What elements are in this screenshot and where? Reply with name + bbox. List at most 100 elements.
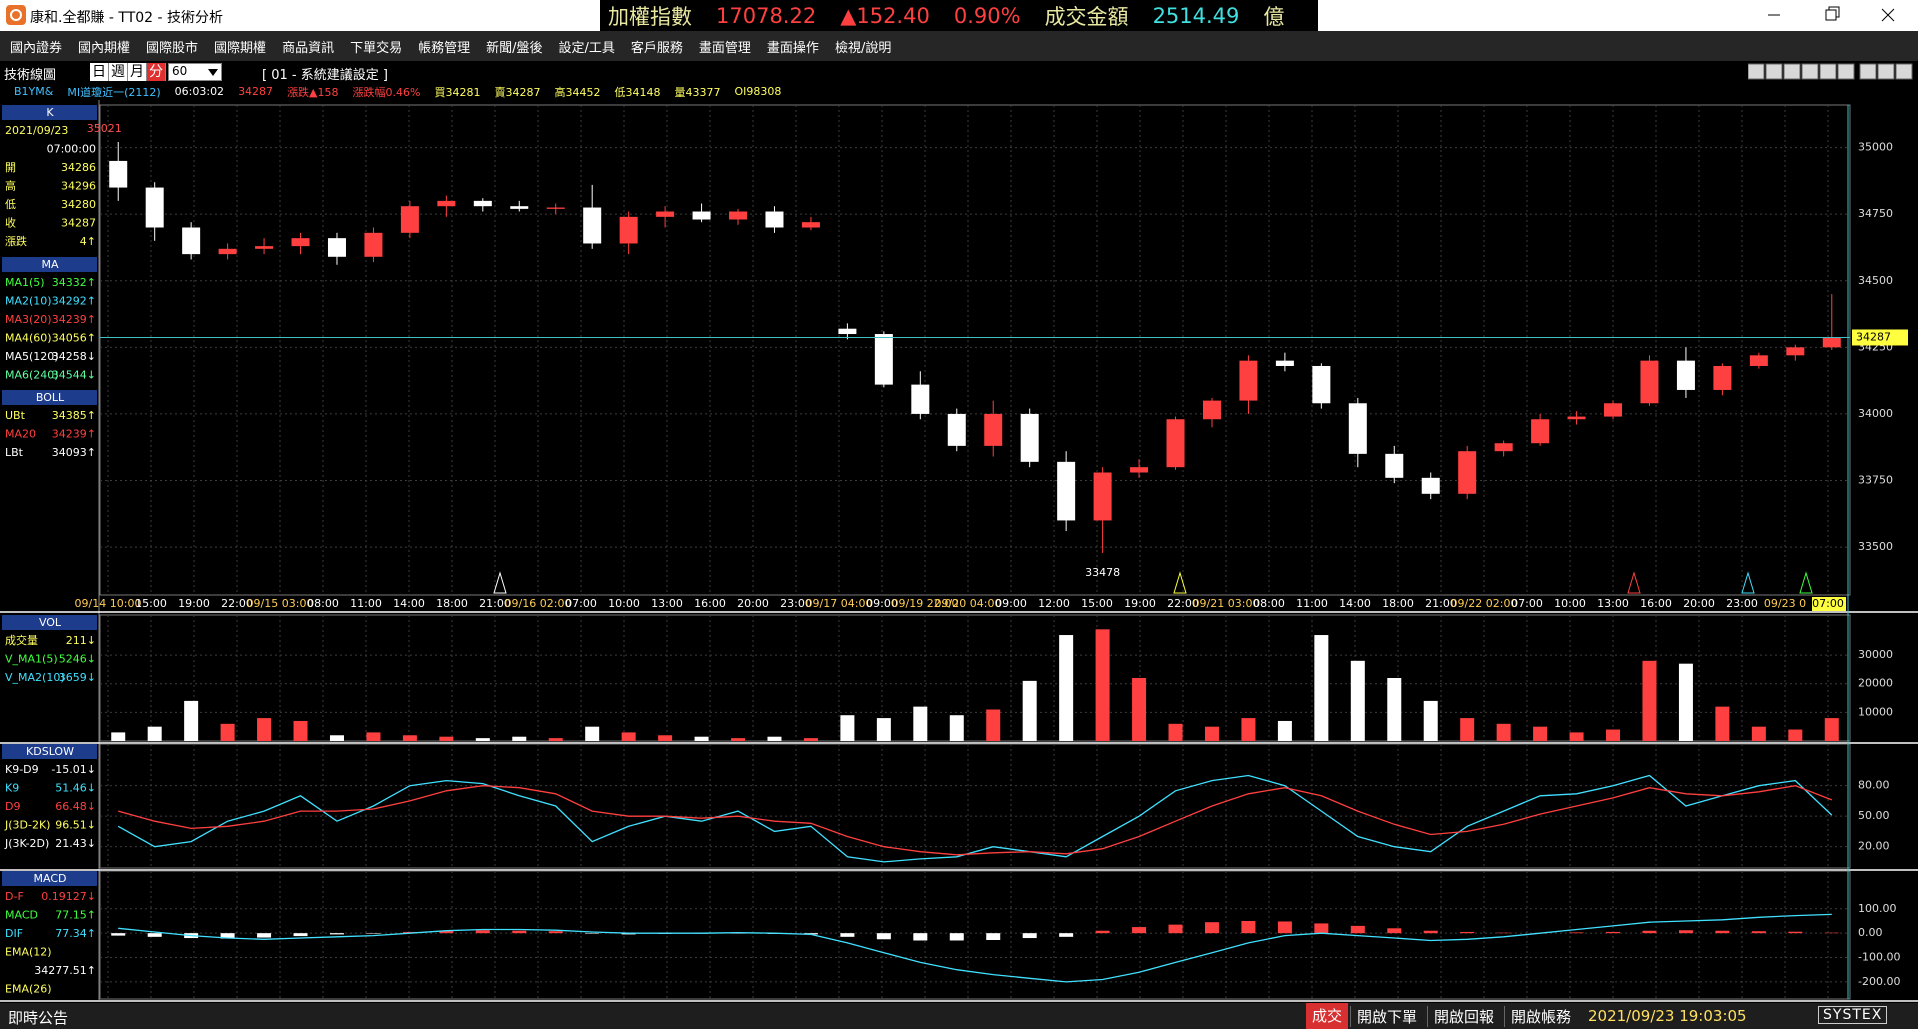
- x-tick-label: 08:00: [307, 597, 339, 610]
- info-value: 34280: [61, 198, 96, 211]
- info-label: K9: [5, 782, 19, 795]
- menu-item[interactable]: 新聞/盤後: [486, 40, 543, 56]
- volume-bar: [257, 718, 272, 741]
- period-tab[interactable]: 月: [128, 63, 147, 81]
- panel-title: K: [46, 106, 54, 119]
- osc-bar: [1314, 923, 1329, 934]
- osc-bar: [1022, 933, 1037, 939]
- last-price-box: [1852, 329, 1908, 346]
- notice[interactable]: 即時公告: [8, 1009, 69, 1027]
- candle-body: [1093, 472, 1112, 521]
- signal-marker: [1741, 571, 1755, 594]
- info-value: 34239↑: [52, 313, 96, 326]
- osc-bar: [913, 933, 928, 941]
- status-button[interactable]: 開啟回報: [1427, 1005, 1494, 1027]
- y-tick-label: 33750: [1858, 473, 1893, 486]
- candle-body: [729, 211, 748, 220]
- x-tick-label: 15:00: [135, 597, 167, 610]
- osc-bar: [1788, 931, 1803, 934]
- menu-item[interactable]: 商品資訊: [282, 40, 335, 56]
- info-label: J(3K-2D): [4, 837, 49, 850]
- menu-item[interactable]: 帳務管理: [418, 40, 471, 56]
- y-tick-label: 80.00: [1858, 779, 1890, 792]
- candle-body: [947, 413, 966, 446]
- volume-bar: [876, 718, 891, 741]
- ticker-item: 成交金額: [1044, 4, 1129, 29]
- y-tick-label: 0.00: [1858, 926, 1883, 939]
- menu-item[interactable]: 下單交易: [350, 40, 403, 56]
- info-label: 收: [5, 216, 16, 230]
- dropdown-arrow: [208, 69, 218, 76]
- last-price-label: 34287: [1856, 330, 1891, 343]
- quote-item: 漲跌幅0.46%: [352, 85, 421, 99]
- osc-bar: [1387, 928, 1402, 934]
- menu-item[interactable]: 畫面管理: [698, 40, 751, 56]
- osc-bar: [111, 933, 126, 936]
- volume-bar: [220, 723, 235, 741]
- status-button[interactable]: 開啟帳務: [1504, 1005, 1571, 1027]
- window-controls[interactable]: [1658, 0, 1918, 31]
- volume-bar: [1132, 678, 1147, 741]
- candle-body: [1567, 416, 1586, 420]
- menu-item[interactable]: 國際股市: [146, 40, 199, 56]
- info-label: MA5(120): [5, 350, 59, 363]
- candle-body: [801, 222, 820, 228]
- volume-bar: [1277, 720, 1292, 741]
- x-tick-label: 16:00: [694, 597, 726, 610]
- x-label-highlight: [1812, 597, 1846, 611]
- menu-item[interactable]: 設定/工具: [558, 40, 615, 56]
- deal-button[interactable]: 成交: [1306, 1003, 1349, 1029]
- info-label: MA20: [5, 428, 36, 441]
- interval-select[interactable]: 60: [168, 63, 222, 81]
- info-label: D9: [5, 800, 20, 813]
- candle-body: [1749, 355, 1768, 366]
- info-label: 成交量: [5, 633, 38, 647]
- status-bar: 即時公告 成交 開啟下單 開啟回報 開啟帳務 2021/09/23 19:03:05…: [0, 1003, 1918, 1029]
- ticker-item: 2514.49: [1152, 3, 1240, 28]
- info-value: 3659↓: [59, 671, 96, 684]
- osc-bar: [257, 933, 272, 938]
- y-tick-label: 10000: [1858, 705, 1893, 718]
- x-tick-label: 22:00: [1167, 597, 1199, 610]
- info-value: 0.19127↓: [41, 890, 96, 903]
- x-tick-label: 08:00: [1253, 597, 1285, 610]
- period-tab[interactable]: 日: [90, 63, 109, 81]
- menu-item[interactable]: 國內證券: [10, 40, 63, 56]
- y-tick-label: 34500: [1858, 274, 1893, 287]
- x-tick-label: 20:00: [737, 597, 769, 610]
- chart-tool-buttons[interactable]: [1748, 63, 1918, 81]
- info-label: 高: [5, 179, 16, 193]
- volume-bar: [840, 715, 855, 741]
- period-tab[interactable]: 分: [147, 63, 166, 81]
- brand: SYSTEX: [1818, 1006, 1888, 1024]
- osc-bar: [1168, 924, 1183, 934]
- info-label: EMA(26): [5, 983, 52, 996]
- quote-item: 06:03:02: [174, 85, 225, 98]
- candle-body: [838, 328, 857, 335]
- volume-bar: [366, 732, 381, 741]
- x-tick-label: 20:00: [1683, 597, 1715, 610]
- ticker-item: 億: [1263, 4, 1285, 29]
- info-value: 34385↑: [52, 409, 96, 422]
- volume-bar: [949, 715, 964, 741]
- volume-bar: [1095, 629, 1110, 741]
- status-button[interactable]: 開啟下單: [1350, 1005, 1417, 1027]
- x-tick-label: 12:00: [1038, 597, 1070, 610]
- period-tab[interactable]: 週: [109, 63, 128, 81]
- status-buttons: 開啟下單 開啟回報 開啟帳務: [1350, 1003, 1571, 1029]
- menu-item[interactable]: 檢視/說明: [834, 40, 892, 56]
- candle-body: [1458, 451, 1477, 494]
- candle-body: [1604, 403, 1623, 417]
- menu-item[interactable]: 客戶服務: [630, 40, 683, 56]
- candle-body: [291, 238, 310, 247]
- menu-item[interactable]: 國際期權: [214, 40, 267, 56]
- osc-bar: [220, 933, 235, 939]
- candle-body: [692, 211, 711, 220]
- osc-bar: [1423, 930, 1438, 934]
- candle-body: [1275, 360, 1294, 366]
- candle-body: [473, 200, 492, 207]
- candle-body: [1494, 443, 1513, 452]
- menu-item[interactable]: 國內期權: [78, 40, 131, 56]
- menu-item[interactable]: 畫面操作: [766, 40, 819, 56]
- period-tabs: 日週月分: [90, 63, 166, 81]
